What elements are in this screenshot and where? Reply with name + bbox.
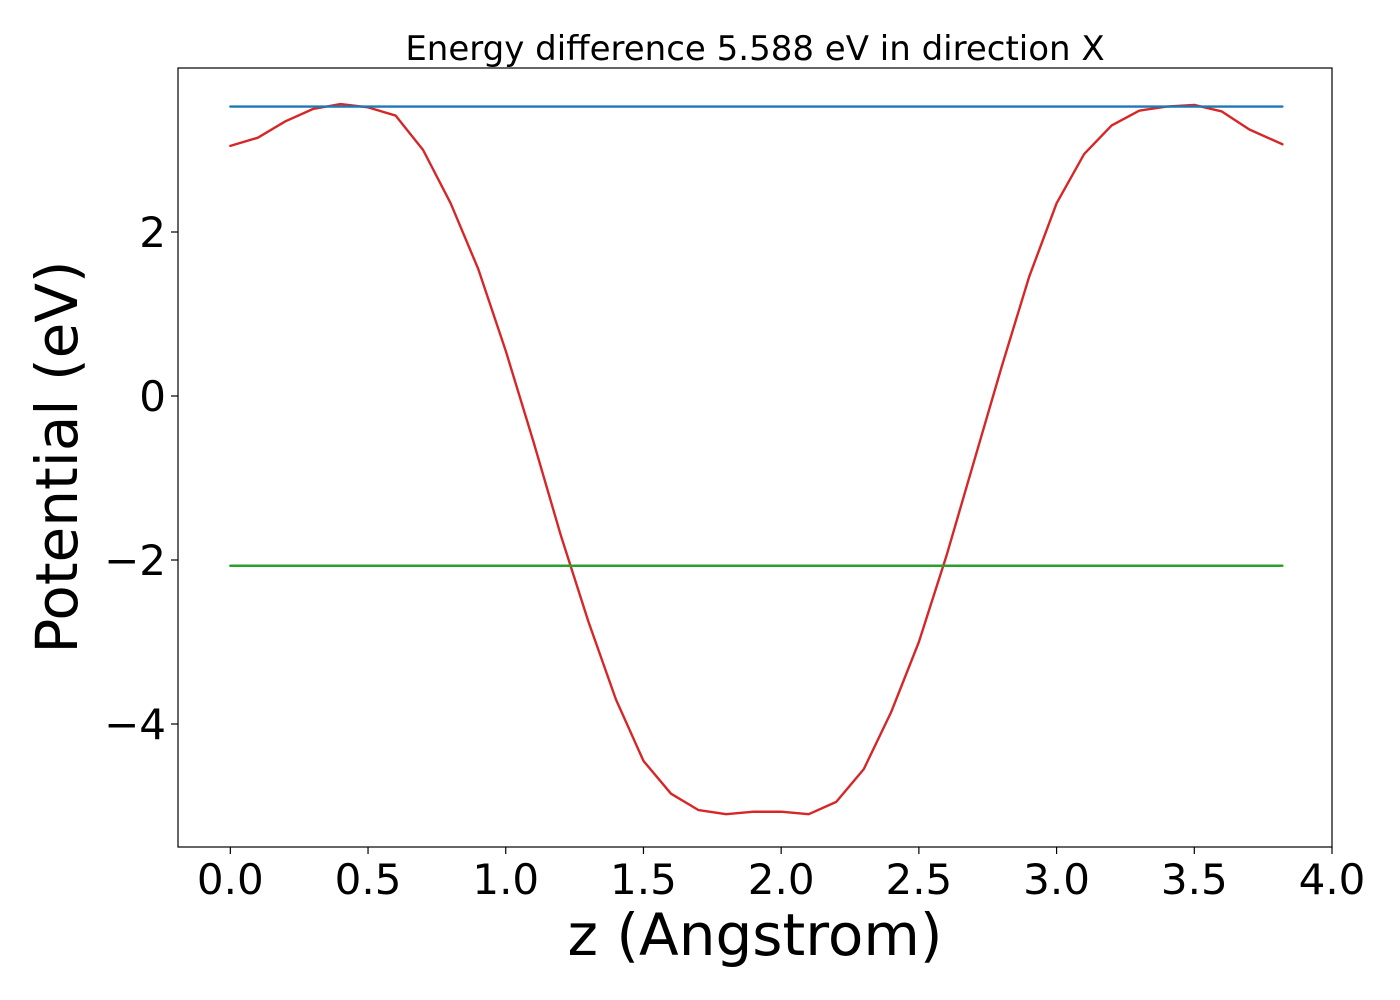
x-tick-label: 3.0 (1023, 855, 1090, 904)
potential-curve (229, 102, 1284, 816)
plot-frame (177, 67, 1333, 848)
x-tick-label: 0.0 (197, 855, 264, 904)
y-tick-label: 2 (139, 208, 166, 257)
y-axis-title: Potential (eV) (23, 260, 91, 653)
series-layer (229, 102, 1284, 816)
x-tick-label: 3.5 (1161, 855, 1228, 904)
x-axis-title: z (Angstrom) (568, 901, 943, 969)
y-tick-label: −2 (104, 536, 166, 585)
x-tick-label: 2.0 (748, 855, 815, 904)
x-tick-label: 2.5 (885, 855, 952, 904)
chart-title: Energy difference 5.588 eV in direction … (405, 29, 1104, 69)
y-tick-label: 0 (139, 372, 166, 421)
x-axis: 0.0 0.5 1.0 1.5 2.0 2.5 3.0 3.5 4.0 (197, 847, 1365, 904)
y-axis: −4 −2 0 2 (104, 208, 178, 749)
y-tick-label: −4 (104, 700, 166, 749)
x-tick-label: 4.0 (1299, 855, 1366, 904)
x-tick-label: 0.5 (335, 855, 402, 904)
x-tick-label: 1.0 (472, 855, 539, 904)
x-tick-label: 1.5 (610, 855, 677, 904)
